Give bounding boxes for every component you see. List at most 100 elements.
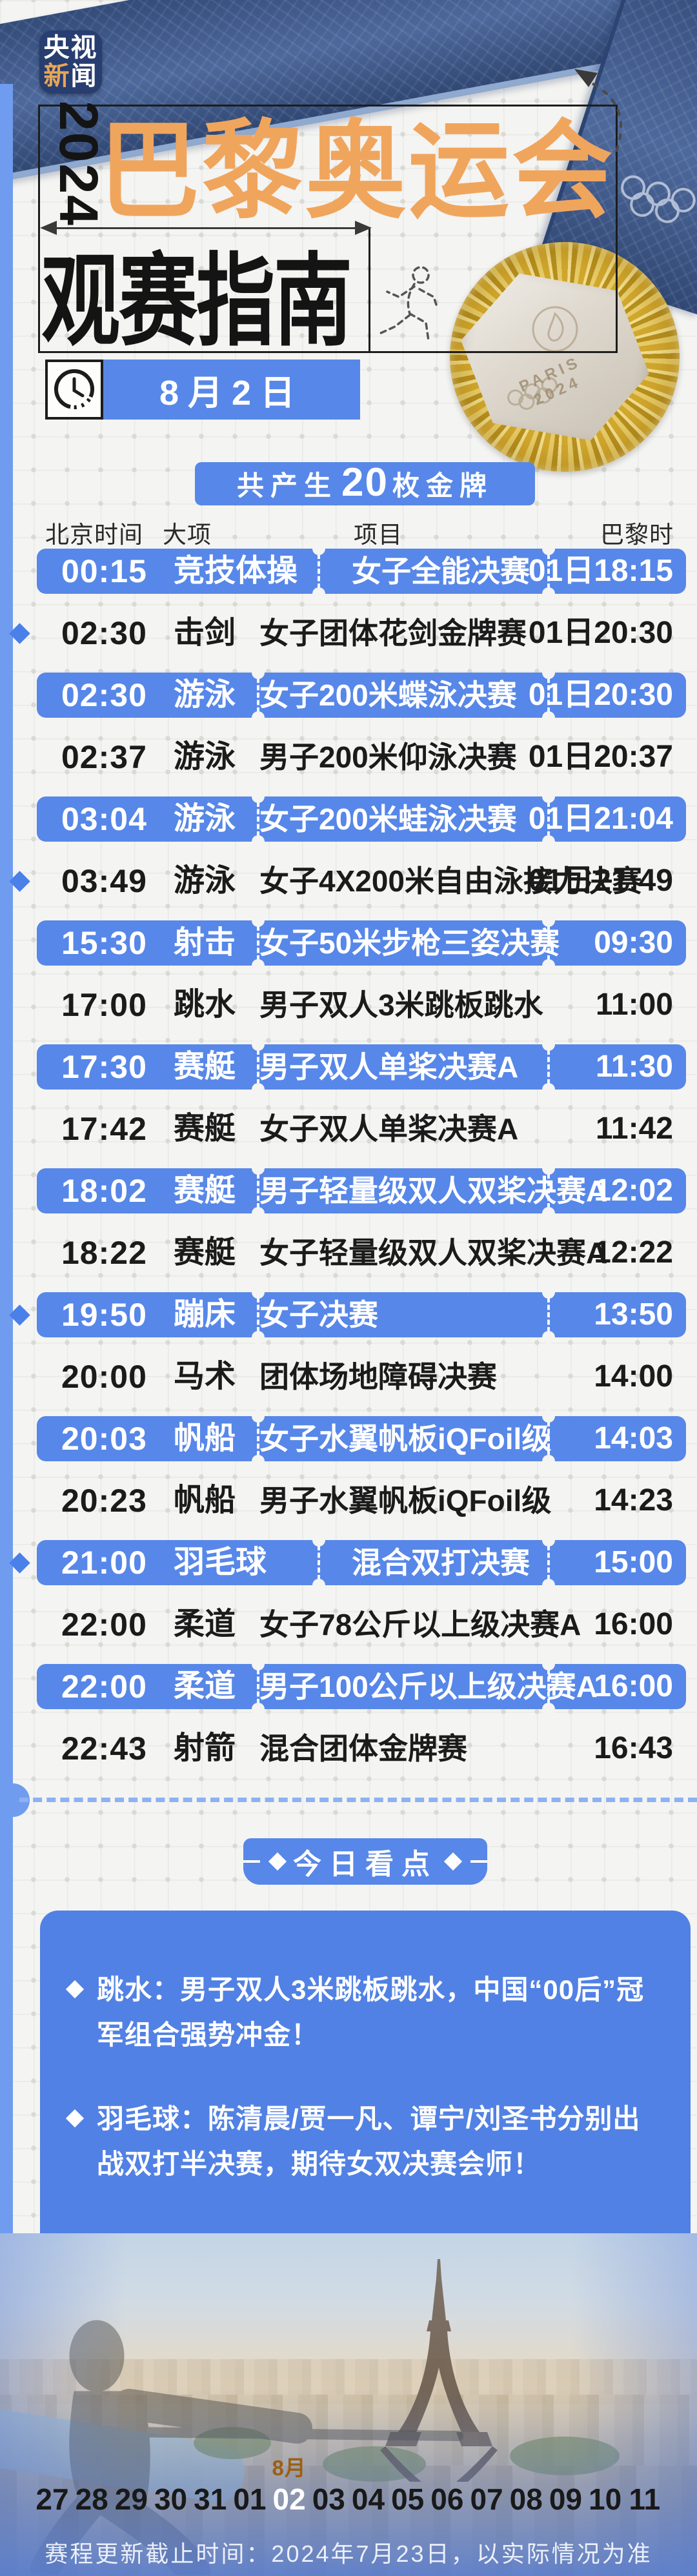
ticket-notch	[252, 1083, 265, 1096]
column-separator	[318, 1545, 320, 1580]
highlight-text: 跳水：男子双人3米跳板跳水，中国“00后”冠军组合强势冲金！	[97, 1974, 645, 2050]
ticket-notch	[542, 1331, 555, 1344]
date-item[interactable]: 03	[310, 2480, 347, 2519]
ticket-notch	[542, 1658, 555, 1670]
ticket-notch	[542, 1703, 555, 1716]
date-item[interactable]: 27	[34, 2480, 71, 2519]
beijing-time: 03:04	[61, 801, 147, 837]
event-name: 男子水翼帆板iQFoil级	[259, 1484, 552, 1517]
beijing-time: 20:00	[61, 1359, 147, 1395]
column-header-beijing-time: 北京时间	[45, 522, 143, 548]
ticket-notch	[542, 914, 555, 927]
date-banner: 8月2日	[103, 360, 360, 420]
date-item[interactable]: 28	[73, 2480, 110, 2519]
table-row: 03:04 游泳 女子200米蛙泳决赛 01日21:04	[37, 790, 686, 848]
ticket-notch	[252, 959, 265, 972]
today-highlights-box: 跳水：男子双人3米跳板跳水，中国“00后”冠军组合强势冲金！ 羽毛球：陈清晨/贾一…	[40, 1911, 691, 2257]
date-item[interactable]: 29	[112, 2480, 150, 2519]
date-item[interactable]: 30	[152, 2480, 190, 2519]
table-row: 17:30 赛艇 男子双人单桨决赛A 11:30	[37, 1038, 686, 1096]
column-header-event: 项目	[354, 522, 403, 548]
event-name: 女子全能决赛	[352, 554, 530, 588]
date-item[interactable]: 11	[626, 2480, 663, 2519]
olympic-rings-icon	[621, 175, 696, 223]
beijing-time: 20:03	[61, 1421, 147, 1457]
beijing-time: 03:49	[61, 863, 147, 899]
diamond-bullet-icon	[65, 2109, 85, 2128]
table-row: 22:00 柔道 女子78公斤以上级决赛A 16:00	[37, 1602, 686, 1647]
table-row: 22:00 柔道 男子100公斤以上级决赛A 16:00	[37, 1658, 686, 1716]
paris-time: 11:30	[595, 1050, 673, 1084]
ticket-notch	[252, 666, 265, 679]
date-item[interactable]: 08	[507, 2480, 545, 2519]
ticket-notch	[312, 542, 325, 555]
beijing-time: 22:00	[61, 1668, 147, 1705]
table-row: 17:00 跳水 男子双人3米跳板跳水 11:00	[37, 982, 686, 1028]
sport-name: 游泳	[174, 678, 236, 712]
date-number: 01	[233, 2482, 267, 2516]
title-frame-left	[38, 105, 40, 353]
sport-name: 柔道	[174, 1669, 236, 1703]
sport-name: 击剑	[174, 616, 236, 650]
ticket-notch	[542, 1534, 555, 1547]
date-number: 02	[272, 2482, 306, 2516]
date-number: 10	[589, 2482, 622, 2516]
date-number: 27	[35, 2482, 69, 2516]
ticket-notch	[252, 1658, 265, 1670]
button-line-right	[470, 1860, 487, 1863]
ticket-notch	[542, 835, 555, 848]
button-line-left	[243, 1860, 260, 1863]
sport-name: 帆船	[174, 1483, 236, 1517]
date-item[interactable]: 06	[429, 2480, 466, 2519]
table-row: 20:23 帆船 男子水翼帆板iQFoil级 14:23	[37, 1478, 686, 1523]
ticket-notch	[542, 790, 555, 803]
date-number: 31	[194, 2482, 227, 2516]
paris-time: 01日20:37	[528, 740, 673, 774]
date-item[interactable]: 04	[350, 2480, 387, 2519]
date-number: 06	[430, 2482, 464, 2516]
date-item[interactable]: 07	[468, 2480, 505, 2519]
beijing-time: 17:00	[61, 987, 147, 1023]
date-item[interactable]: 05	[389, 2480, 427, 2519]
event-name: 女子78公斤以上级决赛A	[259, 1608, 581, 1641]
date-item[interactable]: 10	[587, 2480, 624, 2519]
paris-time: 01日20:30	[528, 616, 673, 650]
title-frame-right	[616, 105, 618, 353]
ticket-notch	[542, 542, 555, 555]
date-item[interactable]: 31	[192, 2480, 229, 2519]
column-separator	[547, 802, 550, 837]
paris-time: 01日18:15	[528, 554, 673, 588]
table-row: 22:43 射箭 混合团体金牌赛 16:43	[37, 1726, 686, 1771]
beijing-time: 18:02	[61, 1173, 147, 1209]
paris-time: 01日21:49	[528, 864, 673, 898]
event-name: 混合团体金牌赛	[259, 1732, 467, 1765]
highlight-item: 羽毛球：陈清晨/贾一凡、谭宁/刘圣书分别出战双打半决赛，期待女双决赛会师！	[65, 2096, 658, 2187]
paris-time: 14:23	[594, 1483, 673, 1517]
beijing-time: 19:50	[61, 1297, 147, 1333]
ticket-notch	[542, 1162, 555, 1175]
event-name: 女子双人单桨决赛A	[259, 1112, 519, 1146]
beijing-time: 02:37	[61, 739, 147, 775]
column-separator	[547, 1173, 550, 1208]
ticket-notch	[252, 1207, 265, 1220]
event-name: 女子团体花剑金牌赛	[259, 616, 527, 650]
column-separator	[257, 678, 259, 713]
beijing-time: 22:00	[61, 1607, 147, 1643]
table-row: 00:15 竞技体操 女子全能决赛 01日18:15	[37, 542, 686, 600]
title-frame-divider	[369, 227, 370, 353]
paris-time: 12:02	[594, 1173, 673, 1208]
ticket-notch	[252, 1162, 265, 1175]
month-label: 8月	[272, 2456, 307, 2480]
date-item[interactable]: 09	[547, 2480, 584, 2519]
ticket-notch	[252, 790, 265, 803]
sport-name: 游泳	[174, 740, 236, 774]
event-name: 团体场地障碍决赛	[259, 1360, 497, 1394]
dimension-arrow-line	[43, 227, 370, 229]
ticket-notch	[252, 711, 265, 724]
date-item[interactable]: 01	[231, 2480, 268, 2519]
event-name: 男子100公斤以上级决赛A	[259, 1670, 598, 1703]
beijing-time: 15:30	[61, 925, 147, 961]
arrowhead-right-icon	[355, 221, 372, 235]
date-item-active[interactable]: 8月 02	[264, 2444, 315, 2520]
